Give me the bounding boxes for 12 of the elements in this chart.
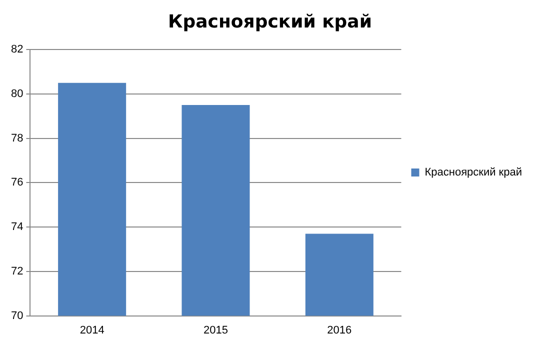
y-tick-label: 80 [10,88,24,100]
legend-label: Красноярский край [424,166,522,179]
y-tick-label: 74 [10,221,24,234]
y-tick-label: 72 [10,265,24,278]
x-tick-label: 2016 [327,324,352,336]
y-tick-label: 78 [10,132,24,144]
x-tick-label: 2015 [203,324,228,336]
chart-title: Красноярский край [168,11,372,32]
y-tick-label: 70 [10,310,24,322]
x-tick-label: 2014 [80,324,104,336]
y-tick-label: 76 [10,176,24,189]
y-tick-label: 82 [10,44,24,56]
